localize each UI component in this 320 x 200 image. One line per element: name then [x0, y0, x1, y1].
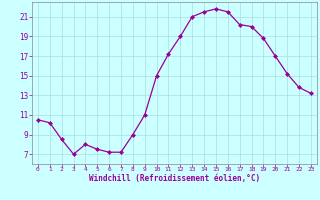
X-axis label: Windchill (Refroidissement éolien,°C): Windchill (Refroidissement éolien,°C) [89, 174, 260, 183]
